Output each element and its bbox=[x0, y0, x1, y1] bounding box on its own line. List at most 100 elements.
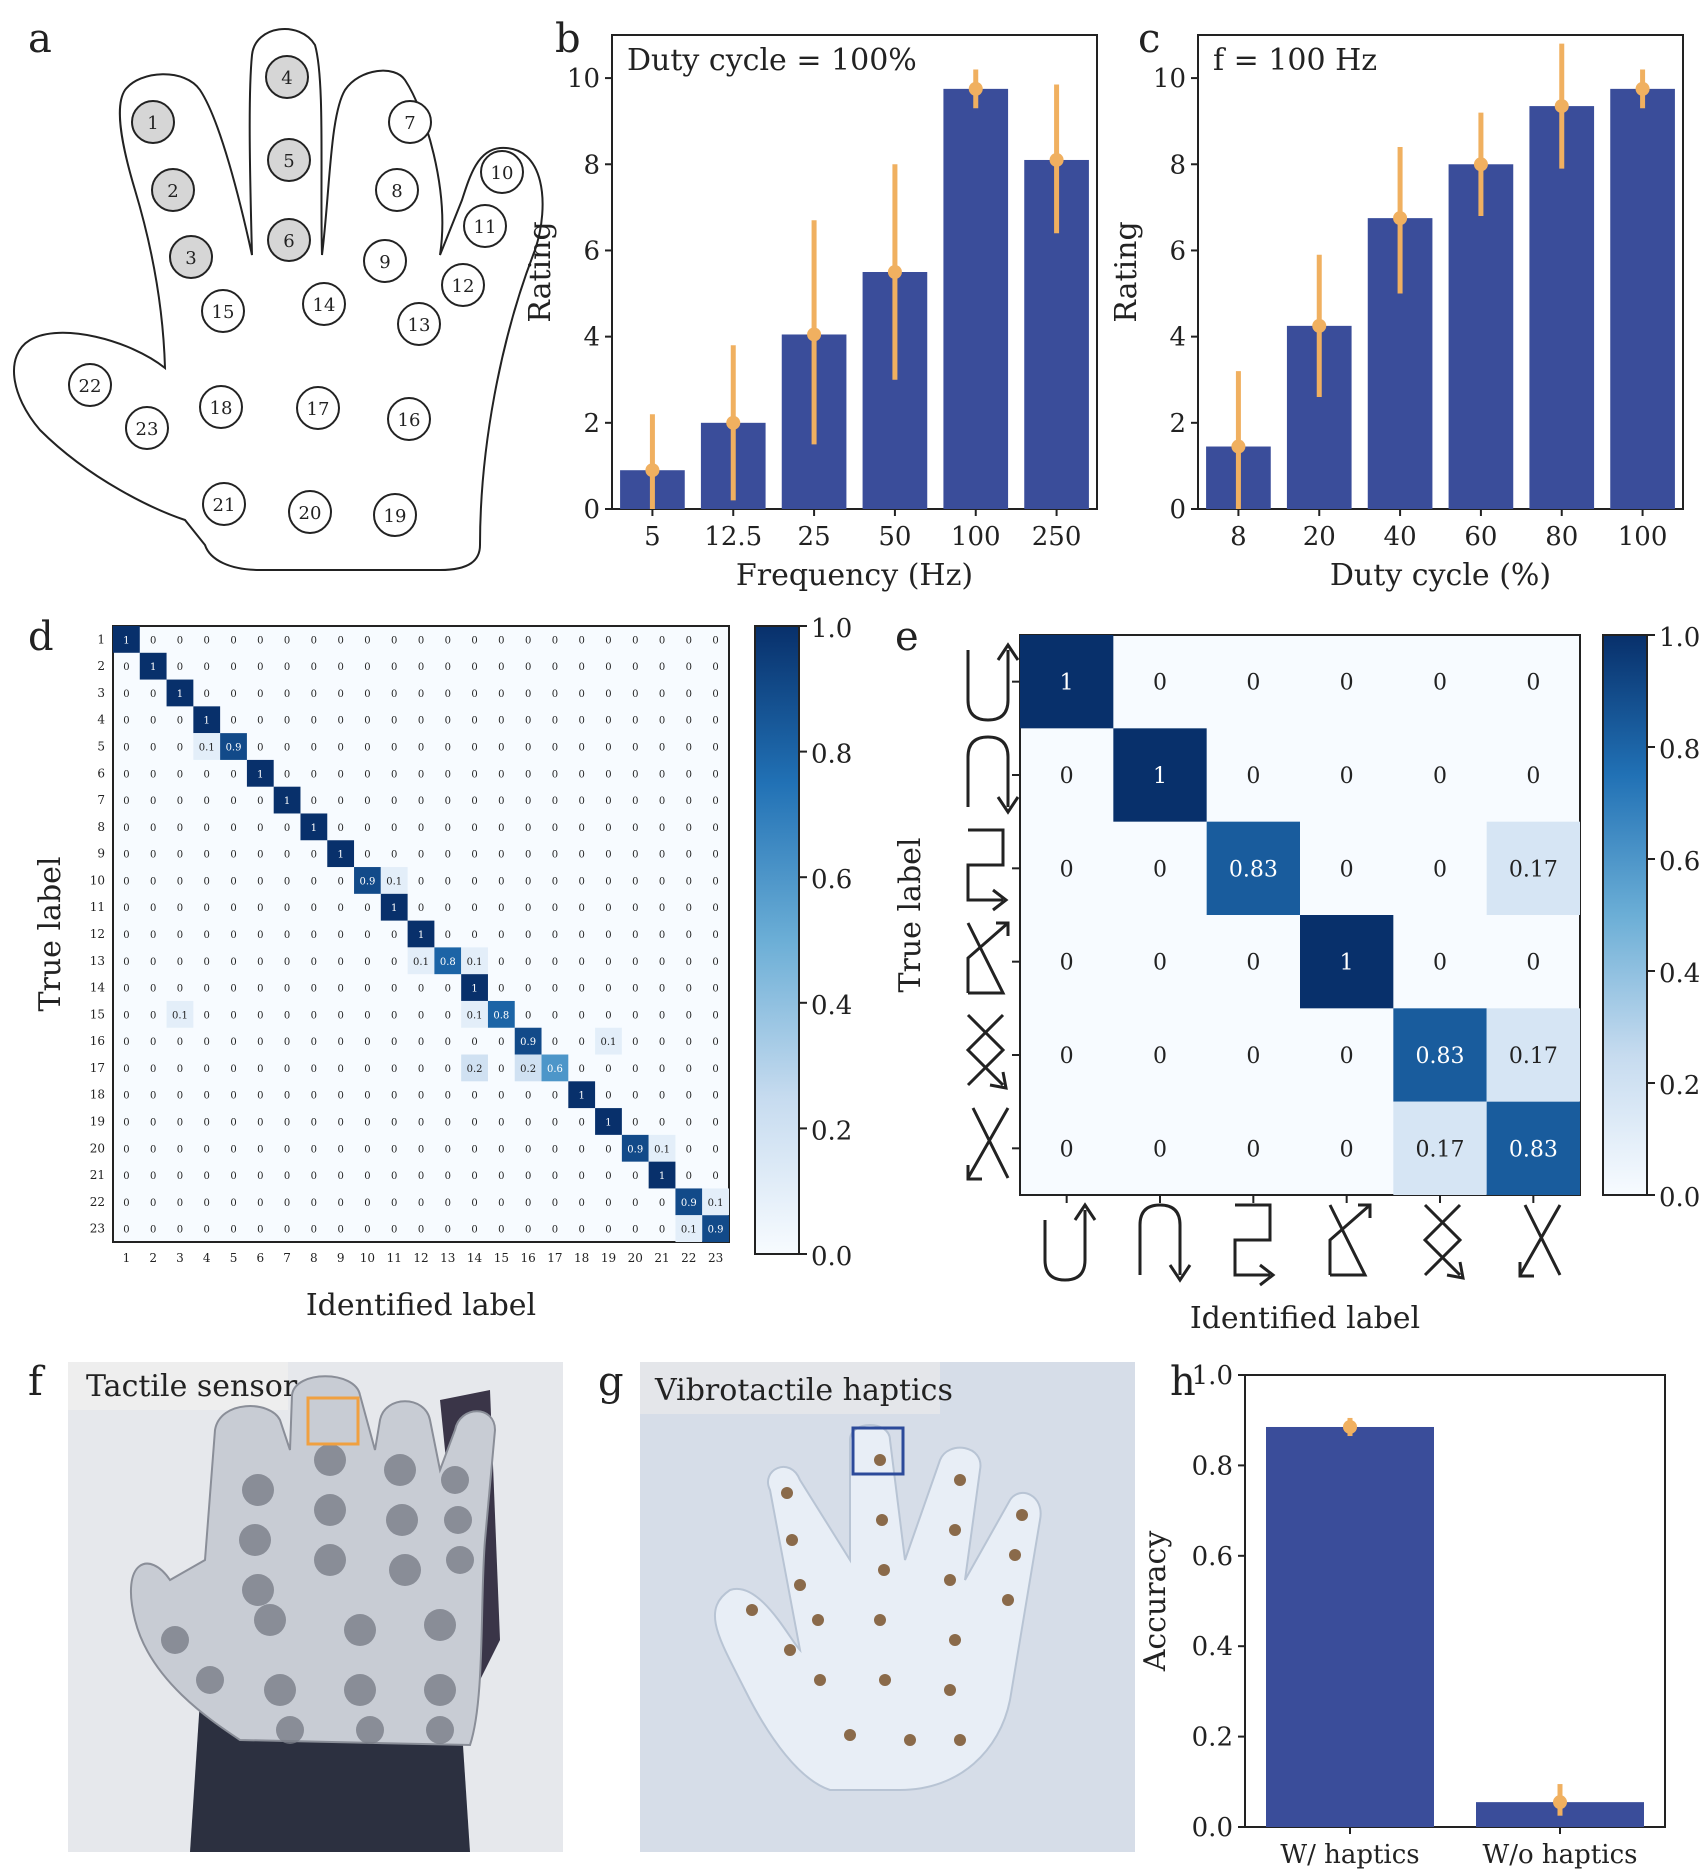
cell-value-8-15: 0 bbox=[498, 823, 504, 834]
cell-value-14-22: 0 bbox=[686, 984, 692, 995]
cell-value-5-6: 0 bbox=[257, 743, 263, 754]
cell-value-19-6: 0 bbox=[257, 1117, 263, 1128]
cell-value-1-2: 0 bbox=[150, 635, 156, 646]
y-axis-label: Rating bbox=[523, 221, 558, 322]
cell-value-4-21: 0 bbox=[659, 716, 665, 727]
cbar-d-tick-label-1.0: 1.0 bbox=[811, 614, 852, 644]
cell-value-8-9: 0 bbox=[337, 823, 343, 834]
cell-value-16-17: 0 bbox=[552, 1037, 558, 1048]
cell-value-18-23: 0 bbox=[712, 1091, 718, 1102]
cell-22-22 bbox=[675, 1188, 703, 1216]
cell-value-14-6: 0 bbox=[257, 984, 263, 995]
cell-value-3-13: 0 bbox=[445, 689, 451, 700]
cell-value-7-20: 0 bbox=[632, 796, 638, 807]
cell-value-9-10: 0 bbox=[364, 850, 370, 861]
cell-value-1-15: 0 bbox=[498, 635, 504, 646]
cbar-e-tick-label-0.6: 0.6 bbox=[1659, 847, 1700, 877]
cell-1-1 bbox=[1020, 635, 1114, 729]
sensor-circle-10 bbox=[480, 150, 524, 194]
cell-5-5 bbox=[220, 733, 247, 760]
cell-value-18-15: 0 bbox=[498, 1091, 504, 1102]
cell-value-15-22: 0 bbox=[686, 1010, 692, 1021]
x-tick-label-250: 250 bbox=[1032, 522, 1082, 552]
cell-value-1-21: 0 bbox=[659, 635, 665, 646]
cell-value-3-17: 0 bbox=[552, 689, 558, 700]
bar-60 bbox=[1448, 164, 1514, 510]
cell-value-1-3: 0 bbox=[177, 635, 183, 646]
sensor-circle-19 bbox=[373, 493, 417, 537]
cell-value-8-17: 0 bbox=[552, 823, 558, 834]
cell-value-18-5: 0 bbox=[230, 1091, 236, 1102]
cell-value-14-13: 0 bbox=[445, 984, 451, 995]
cbar-d-tick-label-0.0: 0.0 bbox=[811, 1242, 852, 1272]
cell-value-13-20: 0 bbox=[632, 957, 638, 968]
cell-value-19-8: 0 bbox=[311, 1117, 317, 1128]
cell-value-17-13: 0 bbox=[445, 1064, 451, 1075]
cell-value-23-12: 0 bbox=[418, 1225, 424, 1236]
cell-value-6-16: 0 bbox=[525, 769, 531, 780]
cell-value-1-3: 0 bbox=[1246, 671, 1260, 696]
cell-13-14 bbox=[461, 947, 488, 975]
panel-b-letter: b bbox=[555, 16, 581, 62]
cell-value-5-3: 0 bbox=[1246, 1044, 1260, 1069]
cell-value-21-9: 0 bbox=[337, 1171, 343, 1182]
cell-value-7-11: 0 bbox=[391, 796, 397, 807]
cell-value-20-12: 0 bbox=[418, 1144, 424, 1155]
sensor-circle-2 bbox=[151, 168, 195, 212]
cell-15-15 bbox=[487, 1000, 515, 1028]
cell-value-14-16: 0 bbox=[525, 984, 531, 995]
cell-value-16-6: 0 bbox=[257, 1037, 263, 1048]
y-axis-label: Rating bbox=[1109, 221, 1144, 322]
col-label-3: 3 bbox=[176, 1251, 184, 1265]
zigzag-gesture-icon bbox=[966, 828, 1009, 912]
cell-value-20-17: 0 bbox=[552, 1144, 558, 1155]
sensor-label-7: 7 bbox=[404, 113, 415, 134]
cell-9-9 bbox=[327, 840, 355, 868]
sensor-circle-14 bbox=[302, 282, 346, 326]
y-tick-label-0.4: 0.4 bbox=[1192, 1632, 1233, 1662]
cell-value-3-19: 0 bbox=[605, 689, 611, 700]
cell-value-5-21: 0 bbox=[659, 743, 665, 754]
cell-value-19-17: 0 bbox=[552, 1117, 558, 1128]
y-tick-label-6: 6 bbox=[583, 236, 600, 266]
sensor-photo-label-box bbox=[68, 1362, 288, 1410]
cell-value-14-2: 0 bbox=[150, 984, 156, 995]
cell-value-18-22: 0 bbox=[686, 1091, 692, 1102]
cell-value-6-18: 0 bbox=[579, 769, 585, 780]
panel-f-letter: f bbox=[28, 1359, 46, 1405]
cell-value-3-6: 0.17 bbox=[1509, 857, 1558, 882]
cell-value-10-19: 0 bbox=[605, 876, 611, 887]
cell-value-9-1: 0 bbox=[123, 850, 129, 861]
cell-value-4-8: 0 bbox=[311, 716, 317, 727]
cell-value-17-4: 0 bbox=[204, 1064, 210, 1075]
y-tick-label-0: 0 bbox=[1169, 495, 1186, 525]
y-tick-label-0.2: 0.2 bbox=[1192, 1723, 1233, 1753]
cell-value-19-10: 0 bbox=[364, 1117, 370, 1128]
cell-value-18-8: 0 bbox=[311, 1091, 317, 1102]
cell-value-12-14: 0 bbox=[471, 930, 477, 941]
y-tick-label-0.0: 0.0 bbox=[1192, 1813, 1233, 1843]
cell-value-5-6: 0.17 bbox=[1509, 1044, 1558, 1069]
mean-point-40 bbox=[1393, 211, 1408, 226]
panel-b: b 5 12.5 25 50 100 250 0 2 4 6 8 10 Duty cycle = 100… bbox=[523, 16, 1098, 593]
cell-4-4 bbox=[193, 706, 221, 734]
cell-value-14-14: 1 bbox=[471, 984, 477, 995]
row-label-17: 17 bbox=[90, 1061, 105, 1075]
cell-value-4-6: 0 bbox=[1526, 951, 1540, 976]
cell-value-17-22: 0 bbox=[686, 1064, 692, 1075]
cell-value-16-9: 0 bbox=[337, 1037, 343, 1048]
row-label-7: 7 bbox=[97, 793, 105, 807]
mean-point-W/o haptics bbox=[1553, 1795, 1567, 1810]
cell-6-6 bbox=[246, 759, 274, 787]
cell-value-9-14: 0 bbox=[471, 850, 477, 861]
cell-value-5-17: 0 bbox=[552, 743, 558, 754]
cell-value-23-21: 0 bbox=[659, 1225, 665, 1236]
x-tick-label-100: 100 bbox=[951, 522, 1001, 552]
cell-value-21-15: 0 bbox=[498, 1171, 504, 1182]
row-label-6: 6 bbox=[97, 766, 105, 780]
sensor-circle-11 bbox=[463, 204, 507, 248]
cell-value-11-17: 0 bbox=[552, 903, 558, 914]
cell-value-18-16: 0 bbox=[525, 1091, 531, 1102]
cell-value-21-5: 0 bbox=[230, 1171, 236, 1182]
cell-value-1-1: 1 bbox=[123, 635, 129, 646]
